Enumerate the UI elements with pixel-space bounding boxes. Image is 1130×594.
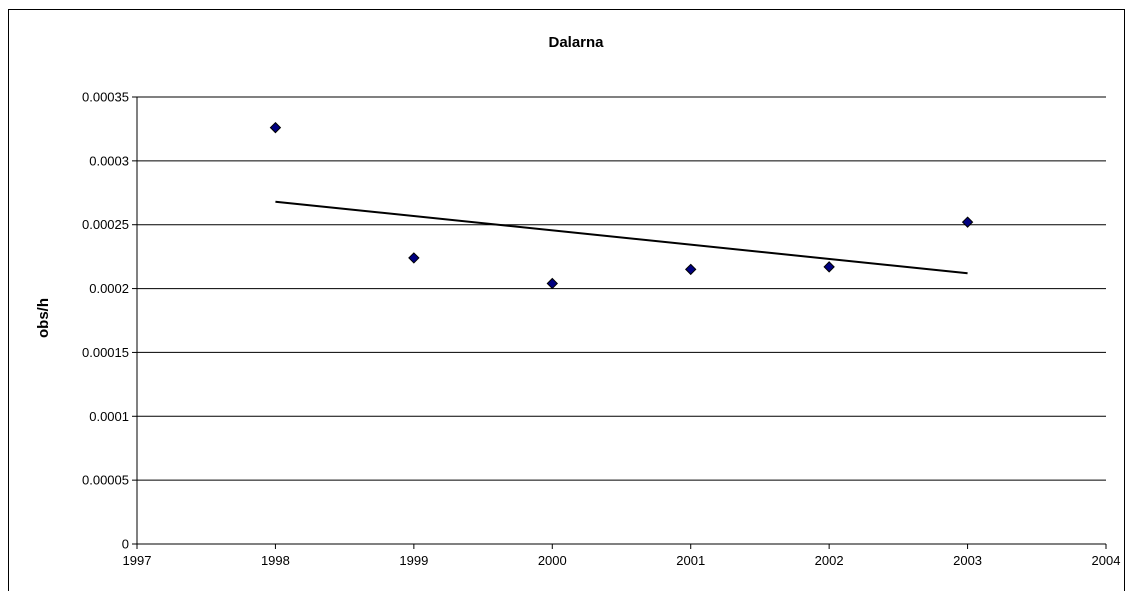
data-points — [269, 121, 974, 290]
gridlines — [137, 96, 1106, 481]
data-point — [546, 277, 558, 290]
y-tick-label: 0.00035 — [82, 90, 129, 105]
data-point — [823, 261, 835, 273]
y-axis-title: obs/h — [35, 298, 52, 338]
x-tick-labels: 1997 1998 1999 2000 2001 2002 2003 2004 — [123, 553, 1121, 568]
y-tick-label: 0.00025 — [82, 217, 129, 232]
chart-title: Dalarna — [548, 34, 604, 51]
data-point — [685, 263, 697, 276]
x-tick-label: 1999 — [399, 553, 428, 568]
x-tick-label: 1998 — [261, 553, 290, 568]
y-tick-label: 0.00015 — [82, 345, 129, 360]
x-tick-label: 1997 — [123, 553, 152, 568]
axes — [132, 96, 1107, 549]
x-tick-label: 2002 — [815, 553, 844, 568]
x-tick-label: 2003 — [953, 553, 982, 568]
y-tick-label: 0.0001 — [89, 409, 129, 424]
y-tick-label: 0.00005 — [82, 473, 129, 488]
y-tick-label: 0.0002 — [89, 281, 129, 296]
data-point — [961, 216, 974, 228]
trendline-group — [275, 200, 968, 275]
y-tick-label: 0 — [122, 537, 129, 552]
x-tick-label: 2000 — [538, 553, 567, 568]
x-tick-label: 2004 — [1092, 553, 1121, 568]
data-point — [269, 121, 282, 134]
chart-frame — [8, 9, 1125, 591]
x-tick-label: 2001 — [676, 553, 705, 568]
data-point — [408, 252, 420, 264]
trendline — [275, 200, 968, 275]
y-tick-labels: 0 0.00005 0.0001 0.00015 0.0002 0.00025 0.0003… — [82, 90, 129, 552]
y-tick-label: 0.0003 — [89, 153, 129, 168]
